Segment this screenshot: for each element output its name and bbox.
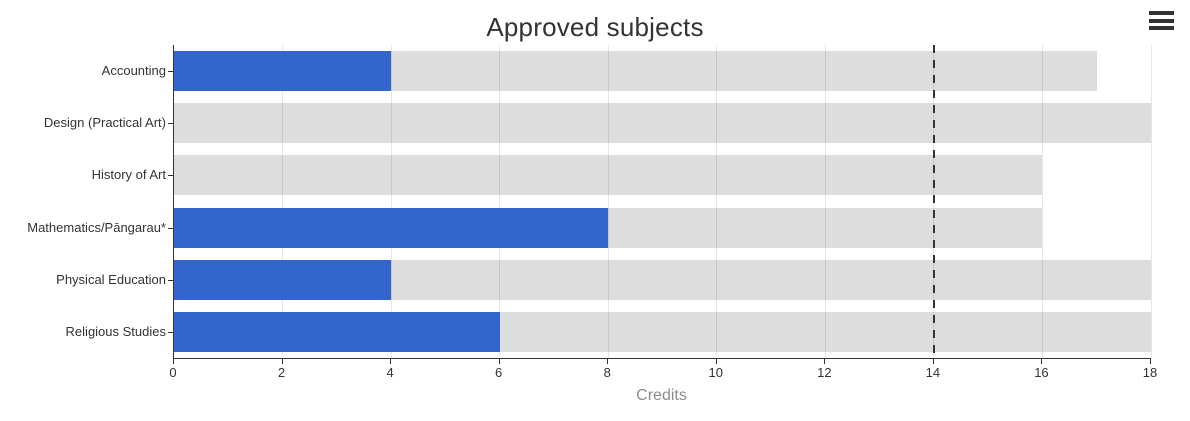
y-axis-tick bbox=[168, 71, 174, 73]
hamburger-menu-icon[interactable] bbox=[1149, 11, 1174, 30]
bar-track-1[interactable] bbox=[174, 103, 1151, 144]
category-label: Design (Practical Art) bbox=[43, 115, 166, 131]
category-label: History of Art bbox=[91, 167, 166, 183]
gridline bbox=[824, 45, 826, 358]
x-axis-tick bbox=[390, 359, 392, 364]
x-axis-tick bbox=[932, 359, 934, 364]
gridline bbox=[282, 45, 284, 358]
x-tick-label: 4 bbox=[386, 365, 394, 380]
y-axis-tick bbox=[168, 331, 174, 333]
bar-4[interactable] bbox=[174, 259, 392, 300]
hamburger-bar bbox=[1149, 26, 1174, 30]
y-axis-tick bbox=[168, 175, 174, 177]
x-tick-label: 16 bbox=[1034, 365, 1049, 380]
gridline bbox=[716, 45, 718, 358]
bar-track-2[interactable] bbox=[174, 155, 1043, 196]
category-label: Physical Education bbox=[56, 271, 166, 287]
category-label: Religious Studies bbox=[65, 323, 166, 339]
x-tick-label: 18 bbox=[1142, 365, 1158, 380]
target-plot-line bbox=[932, 45, 935, 358]
x-tick-label: 2 bbox=[277, 365, 286, 380]
gridline bbox=[1150, 45, 1152, 358]
x-axis-tick bbox=[824, 359, 826, 364]
chart-title: Approved subjects bbox=[486, 12, 704, 42]
x-tick-label: 0 bbox=[169, 365, 177, 380]
y-axis-tick bbox=[168, 279, 174, 281]
category-label: Accounting bbox=[101, 63, 166, 79]
bar-3[interactable] bbox=[174, 207, 609, 248]
x-axis-tick bbox=[1150, 359, 1151, 364]
hamburger-bar bbox=[1149, 11, 1174, 15]
x-axis-tick bbox=[607, 359, 609, 364]
x-axis-tick bbox=[1041, 359, 1043, 364]
bar-5[interactable] bbox=[174, 311, 500, 352]
x-tick-label: 6 bbox=[495, 365, 503, 380]
x-axis-title: Credits bbox=[636, 387, 687, 404]
x-tick-label: 14 bbox=[925, 365, 941, 380]
y-axis-tick bbox=[168, 227, 174, 229]
plot-area bbox=[173, 45, 1152, 359]
x-tick-label: 10 bbox=[708, 365, 723, 380]
gridline bbox=[1041, 45, 1043, 358]
x-tick-label: 12 bbox=[817, 365, 832, 380]
gridline bbox=[390, 45, 392, 358]
x-axis-tick bbox=[281, 359, 283, 364]
y-axis-tick bbox=[168, 123, 174, 125]
x-tick-label: 8 bbox=[603, 365, 611, 380]
x-axis-tick bbox=[715, 359, 717, 364]
x-axis-tick bbox=[498, 359, 500, 364]
gridline bbox=[607, 45, 609, 358]
hamburger-bar bbox=[1149, 18, 1174, 23]
x-axis-tick bbox=[173, 359, 174, 364]
gridline bbox=[499, 45, 501, 358]
category-label: Mathematics/Pāngarau* bbox=[27, 219, 166, 235]
bar-0[interactable] bbox=[174, 51, 392, 92]
